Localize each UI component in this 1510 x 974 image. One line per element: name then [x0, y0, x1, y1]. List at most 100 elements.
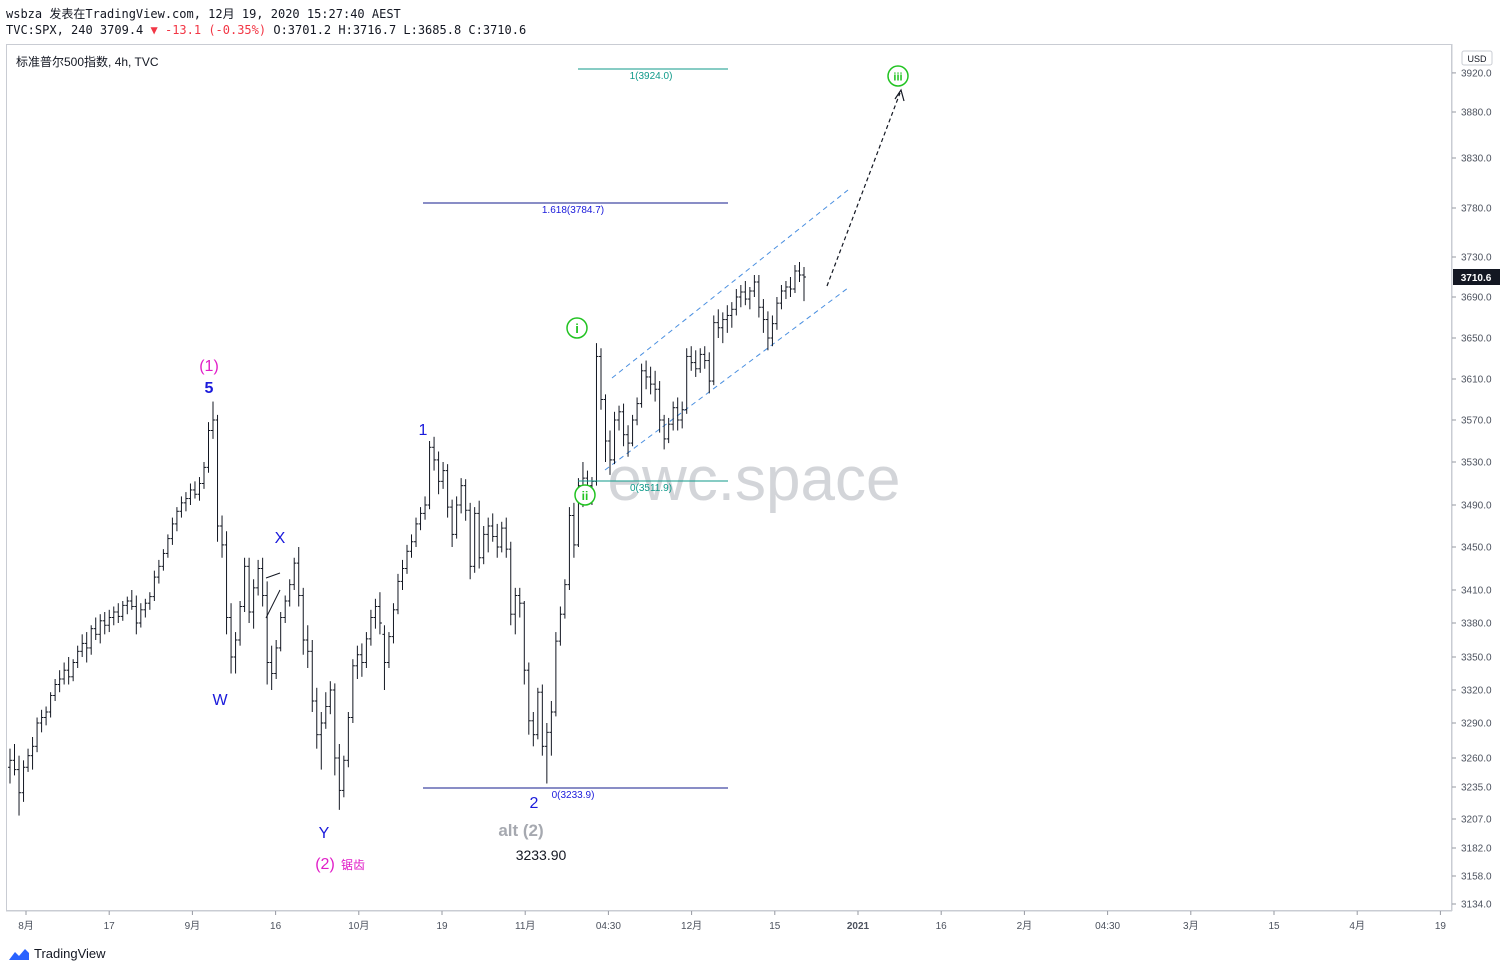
ohlc-bar — [102, 612, 107, 635]
ohlc-bar — [729, 302, 734, 328]
ohlc-bar — [242, 557, 247, 612]
ohlc-bar — [522, 601, 527, 685]
ohlc-bar — [341, 755, 346, 798]
ohlc-bar — [156, 559, 161, 584]
wave-label-2-minor: 2 — [530, 795, 539, 812]
low-price-label: 3233.90 — [516, 847, 567, 863]
chart-title: 标准普尔500指数, 4h, TVC — [16, 54, 159, 69]
ohlc-bar — [337, 744, 342, 810]
ohlc-bar — [459, 478, 464, 514]
ohlc-bar — [558, 606, 563, 646]
y-tick-label: 3380.0 — [1461, 619, 1492, 630]
ohlc-bar — [680, 401, 685, 429]
ohlc-bar — [220, 515, 225, 558]
y-tick-label: 3182.0 — [1461, 844, 1492, 855]
fib-extension-1618: 1.618(3784.7) — [423, 202, 728, 216]
wave-label-alt-2: alt (2) — [498, 821, 543, 840]
x-tick-label: 15 — [769, 921, 781, 932]
symbol-price: TVC:SPX, 240 3709.4 — [6, 23, 144, 37]
time-axis[interactable]: 8月 17 9月 16 10月 19 11月 04:30 12月 15 2021 16 2月 04:30 3… — [18, 911, 1446, 932]
ohlc-bar — [409, 534, 414, 558]
ohlc-values: O:3701.2 H:3716.7 L:3685.8 C:3710.6 — [273, 23, 527, 37]
ohlc-bar — [707, 352, 712, 394]
x-tick-label: 19 — [436, 921, 448, 932]
ohlc-bar — [774, 297, 779, 330]
ohlc-bar — [274, 640, 279, 679]
ohlc-bar — [215, 414, 220, 542]
wave-label-x: X — [275, 530, 286, 547]
y-tick-label: 3235.0 — [1461, 783, 1492, 794]
ohlc-bar — [617, 405, 622, 431]
ohlc-bar — [553, 632, 558, 717]
ohlc-bar — [788, 277, 793, 297]
ohlc-bar — [382, 625, 387, 690]
ohlc-bar — [432, 436, 437, 471]
ohlc-bar — [594, 343, 599, 486]
ohlc-bar — [278, 612, 283, 652]
x-tick-label: 9月 — [185, 920, 201, 932]
y-tick-label: 3450.0 — [1461, 543, 1492, 554]
y-tick-label: 3158.0 — [1461, 872, 1492, 883]
wave-circle-i: i — [566, 317, 588, 339]
y-tick-label: 3290.0 — [1461, 719, 1492, 730]
footer-brand: TradingView — [34, 946, 106, 961]
ohlc-bar — [395, 573, 400, 615]
footer: TradingView — [8, 946, 106, 961]
channel-lines — [604, 189, 849, 471]
triangle-lower-line — [265, 589, 281, 619]
ohlc-bar — [98, 614, 103, 644]
ohlc-bar — [39, 709, 44, 733]
ohlc-bar — [743, 281, 748, 306]
ohlc-bar — [756, 275, 761, 318]
ohlc-bar — [143, 598, 148, 618]
zigzag-note: 锯齿 — [341, 857, 365, 872]
fib-zero-ii: 0(3511.9) — [578, 480, 728, 494]
x-tick-label: 4月 — [1349, 920, 1365, 932]
y-tick-label: 3134.0 — [1461, 900, 1492, 911]
ohlc-bar — [761, 299, 766, 333]
ohlc-bar — [192, 481, 197, 499]
ohlc-bar — [373, 598, 378, 629]
wave-label-iii: iii — [893, 72, 902, 84]
y-tick-label: 3350.0 — [1461, 653, 1492, 664]
ohlc-bar — [436, 451, 441, 495]
ohlc-bar — [359, 643, 364, 677]
ohlc-bar — [256, 559, 261, 596]
ohlc-bar — [517, 587, 522, 618]
x-tick-label: 15 — [1268, 921, 1280, 932]
ohlc-bar — [138, 603, 143, 628]
fib-label-zero-2: 0(3233.9) — [552, 790, 595, 801]
ohlc-bar — [350, 659, 355, 723]
ohlc-bar — [66, 657, 71, 685]
ohlc-bar — [107, 609, 112, 633]
ohlc-bar — [508, 541, 513, 626]
ohlc-bar — [414, 517, 419, 547]
ohlc-bar — [283, 595, 288, 623]
price-axis[interactable]: 3920.0 3880.0 3830.0 3780.0 3730.0 3690.0 3650… — [1452, 68, 1492, 911]
ohlc-bar — [626, 425, 631, 457]
ohlc-bar — [702, 346, 707, 369]
ohlc-bar — [666, 417, 671, 444]
wave-label-1-primary: (1) — [199, 358, 219, 375]
ohlc-bar — [197, 477, 202, 501]
ohlc-bar — [179, 496, 184, 518]
y-tick-label: 3730.0 — [1461, 253, 1492, 264]
x-tick-label: 04:30 — [596, 921, 621, 932]
x-tick-label: 8月 — [18, 920, 34, 932]
ohlc-bar — [8, 748, 12, 784]
x-tick-label: 11月 — [515, 920, 535, 932]
wave-label-2-primary: (2) — [315, 856, 335, 873]
ohlc-bar — [400, 559, 405, 590]
watermark: ewc.space — [608, 445, 901, 514]
ohlc-bar — [693, 350, 698, 377]
ohlc-bar — [513, 587, 518, 635]
publish-info: wsbza 发表在TradingView.com, 12月 19, 2020 1… — [6, 7, 401, 21]
fib-label-1618: 1.618(3784.7) — [542, 205, 604, 216]
y-tick-label: 3490.0 — [1461, 501, 1492, 512]
ohlc-bar — [644, 360, 649, 390]
ohlc-bar — [233, 632, 238, 674]
ohlc-bar — [770, 315, 775, 347]
ohlc-bar — [639, 363, 644, 408]
ohlc-bar — [174, 507, 179, 532]
